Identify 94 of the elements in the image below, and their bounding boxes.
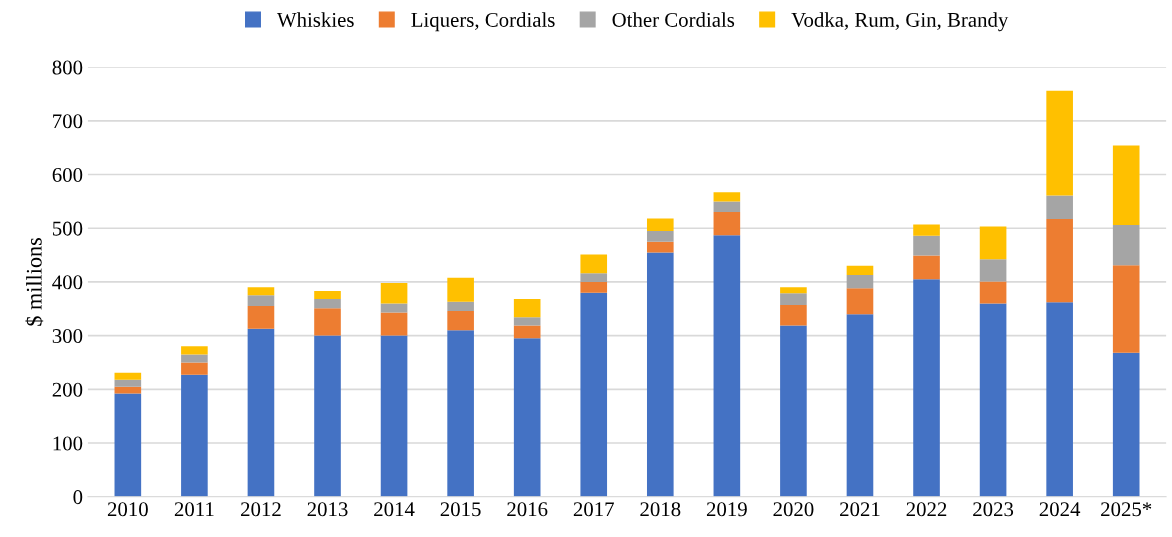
- bar: [247, 306, 275, 329]
- bar: [713, 235, 741, 497]
- x-tick-label: 2022: [906, 502, 947, 517]
- bar: [913, 255, 940, 280]
- bar: [913, 224, 940, 236]
- x-tick-label: 2017: [573, 502, 614, 517]
- bar: [713, 201, 741, 213]
- x-tick-label: 2018: [640, 502, 681, 517]
- bar: [181, 354, 208, 363]
- bar: [580, 273, 608, 282]
- bar: [1112, 352, 1140, 497]
- bar: [846, 265, 874, 275]
- bar: [247, 328, 275, 497]
- y-tick-label: 400: [52, 275, 83, 290]
- y-tick-label: 500: [53, 221, 83, 236]
- bar: [780, 325, 807, 497]
- y-tick-label: 0: [73, 490, 83, 505]
- bar: [1112, 265, 1140, 353]
- bar: [447, 301, 474, 311]
- y-tick-label: 100: [53, 436, 83, 451]
- y-axis-title: $ millions: [25, 237, 44, 326]
- legend-label: Whiskies: [276, 12, 354, 28]
- x-tick-label: 2010: [107, 502, 148, 517]
- bar: [646, 241, 674, 253]
- x-tick-label: 2011: [174, 502, 214, 517]
- y-tick-label: 300: [52, 329, 83, 344]
- bar: [247, 295, 275, 307]
- y-tick-label: 200: [52, 382, 83, 397]
- bar: [780, 287, 807, 294]
- bar: [713, 212, 741, 236]
- bar: [314, 308, 341, 336]
- bar: [979, 303, 1007, 497]
- x-tick-label: 2021: [840, 502, 880, 517]
- bar: [513, 325, 541, 339]
- x-tick-label: 2020: [773, 502, 814, 517]
- legend-label: Other Cordials: [612, 12, 735, 27]
- x-tick-label: 2016: [507, 502, 548, 517]
- bar: [513, 317, 541, 326]
- x-tick-label: 2015: [440, 502, 481, 517]
- x-tick-label: 2024: [1039, 502, 1081, 517]
- bar: [447, 330, 474, 497]
- bar: [846, 288, 874, 315]
- legend-label: Vodka, Rum, Gin, Brandy: [791, 12, 1009, 32]
- x-tick-label: 2014: [374, 502, 415, 517]
- bar: [846, 274, 874, 289]
- bar: [913, 279, 940, 497]
- bar: [1112, 225, 1140, 266]
- bar: [713, 192, 741, 202]
- bar: [314, 291, 341, 300]
- bar: [447, 277, 474, 302]
- bar: [580, 281, 608, 293]
- bar: [380, 283, 408, 304]
- bar: [114, 393, 142, 497]
- y-tick-label: 800: [52, 60, 83, 75]
- bar: [181, 346, 208, 355]
- bar: [114, 386, 142, 394]
- bar: [114, 372, 142, 380]
- bar: [380, 335, 408, 497]
- bar: [1112, 145, 1140, 225]
- bar: [1046, 195, 1073, 220]
- bar: [380, 303, 408, 313]
- x-tick-label: 2019: [706, 502, 747, 517]
- x-tick-label: 2012: [241, 502, 281, 517]
- bar: [513, 299, 541, 318]
- bar: [380, 312, 408, 336]
- x-tick-label: 2023: [973, 502, 1014, 517]
- bar: [646, 230, 674, 242]
- bar: [979, 281, 1007, 304]
- bar: [646, 218, 674, 231]
- bar: [979, 226, 1007, 260]
- y-tick-label: 600: [52, 167, 83, 182]
- bar: [1046, 90, 1073, 196]
- bar: [181, 362, 208, 375]
- bar: [913, 235, 940, 256]
- bar: [846, 314, 874, 497]
- x-tick-label: 2013: [307, 502, 348, 517]
- bar: [247, 287, 275, 296]
- bar: [314, 335, 341, 497]
- bar: [1046, 302, 1073, 497]
- bar: [1046, 219, 1073, 303]
- bar: [181, 374, 208, 497]
- x-tick-label: 2025*: [1101, 502, 1152, 517]
- bar: [447, 310, 474, 331]
- legend-label: Liquers, Cordials: [411, 12, 555, 32]
- bar: [580, 254, 608, 274]
- y-tick-label: 700: [53, 114, 83, 129]
- bar: [114, 379, 142, 387]
- bar: [780, 293, 807, 306]
- bar: [646, 252, 674, 497]
- bar: [580, 292, 608, 497]
- bar: [314, 299, 341, 309]
- bar: [780, 305, 807, 326]
- bar: [979, 259, 1007, 282]
- bar: [513, 338, 541, 497]
